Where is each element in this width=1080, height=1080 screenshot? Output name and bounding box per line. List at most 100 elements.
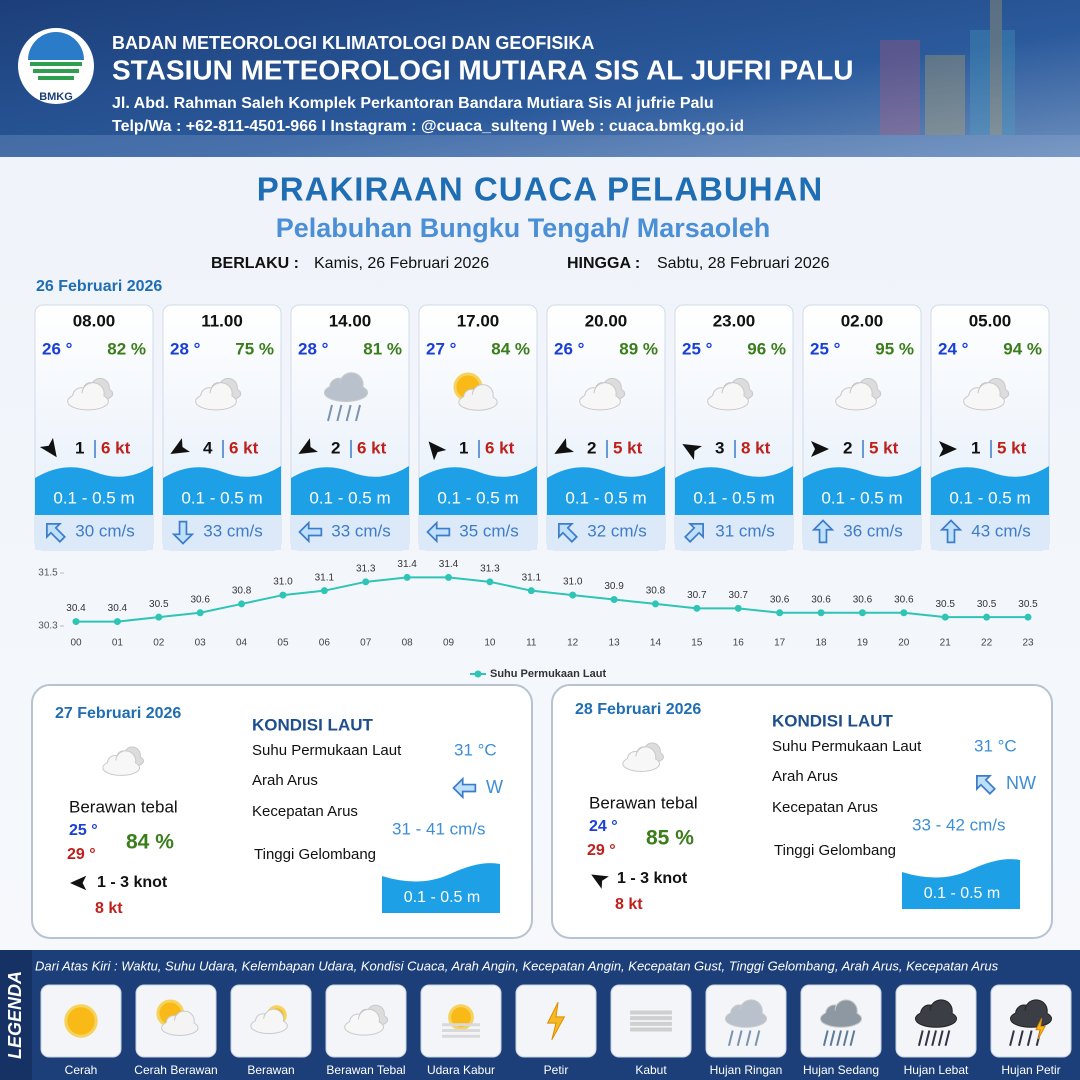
day-date: 27 Februari 2026 [55,705,181,722]
field-label: Kecepatan Arus [252,803,358,820]
current-speed: 31 - 41 cm/s [392,819,486,838]
wind-speed: 2 [331,438,340,457]
sst-point [858,609,866,617]
cloud-part [837,392,875,409]
cloud-part [326,383,366,400]
contact: Telp/Wa : +62-811-4501-966 I Instagram :… [112,118,744,135]
x-tick-label: 13 [609,638,621,649]
data-label: 30.6 [894,594,914,605]
data-label: 30.7 [729,590,749,601]
temp-max: 29 ° [67,846,96,863]
validity-label: HINGGA : [567,255,640,272]
x-tick-label: 07 [360,638,372,649]
legend-item: Cerah [65,1063,98,1077]
gust: 6 kt [229,438,259,457]
rain [736,1030,743,1046]
x-tick-label: 15 [691,638,703,649]
wave-height: 0.1 - 0.5 m [181,488,262,507]
cloud-part [822,1010,860,1026]
current-speed: 33 cm/s [331,521,391,540]
wind-speed: 3 [715,438,724,457]
sst-point [983,613,991,621]
cloud-part [104,760,139,774]
cloud-part [709,392,747,409]
x-tick-label: 22 [981,638,993,649]
wind-arrow [39,437,57,458]
weather-icon [1009,999,1053,1046]
x-tick-label: 05 [277,638,289,649]
field-label: Tinggi Gelombang [774,842,896,859]
x-tick-label: 12 [567,638,579,649]
y-tick-label: 31.5 [38,568,58,579]
wave-shape [163,466,281,515]
x-tick-label: 14 [650,638,662,649]
wind-arrow [811,441,829,457]
header-decoration [0,0,1080,157]
gust: 6 kt [485,438,515,457]
x-tick-label: 16 [733,638,745,649]
temperature: 25 ° [682,339,713,358]
current-arrow [976,775,996,795]
humidity: 82 % [107,339,146,358]
temp-min: 25 ° [69,822,98,839]
x-tick-label: 19 [857,638,869,649]
rain [345,404,352,422]
rain [924,1030,931,1046]
sst-point [651,600,659,608]
data-label: 30.7 [687,590,707,601]
gust: 8 kt [741,438,771,457]
wind-arrow [591,874,609,889]
current-speed: 35 cm/s [459,521,519,540]
current-arrow [46,523,66,543]
wind-speed: 2 [587,438,596,457]
current-speed: 36 cm/s [843,521,903,540]
rain [327,404,333,422]
rain [829,1030,836,1046]
time: 02.00 [841,311,884,330]
current-speed: 43 cm/s [971,521,1031,540]
sst-point [817,609,825,617]
rain [944,1030,951,1046]
cloud-part [624,756,659,770]
legend-item: Udara Kabur [427,1063,495,1077]
x-tick-label: 17 [774,638,786,649]
y-tick-label: 30.3 [38,621,58,632]
wind-arrow [554,438,574,454]
data-label: 31.4 [397,559,417,570]
wave-height: 0.1 - 0.5 m [404,889,480,906]
wave-shape [419,466,537,515]
sun [448,1004,474,1031]
weather-icon [156,999,199,1036]
x-tick-label: 09 [443,638,455,649]
legend-item: Kabut [635,1063,667,1077]
weather-icon [453,372,498,411]
weather-icon [630,1010,672,1032]
temperature: 26 ° [554,339,585,358]
rain [727,1030,734,1046]
sst-point [113,618,121,626]
humidity: 84 % [491,339,530,358]
field-label: Kecepatan Arus [772,799,878,816]
legend-item: Cerah Berawan [134,1063,217,1077]
current-arrow [452,776,477,800]
data-label: 30.5 [1018,599,1038,610]
x-tick-label: 23 [1022,638,1034,649]
weather-icon [546,1001,566,1041]
x-tick-label: 06 [319,638,331,649]
data-label: 30.4 [108,603,128,614]
field-label: Tinggi Gelombang [254,846,376,863]
data-label: 30.6 [190,594,210,605]
condition: Berawan tebal [589,793,698,812]
sst-line [76,576,1028,623]
agency: BADAN METEOROLOGI KLIMATOLOGI DAN GEOFIS… [112,33,594,53]
current-direction: W [486,777,503,797]
sst-point [1024,613,1032,621]
cloud-part [252,1018,286,1033]
humidity: 96 % [747,339,786,358]
weather-icon [579,377,626,411]
weather-icon [344,1004,389,1036]
humidity: 75 % [235,339,274,358]
sst-point [279,591,287,599]
x-tick-label: 10 [484,638,496,649]
sst: 31 °C [974,736,1017,755]
